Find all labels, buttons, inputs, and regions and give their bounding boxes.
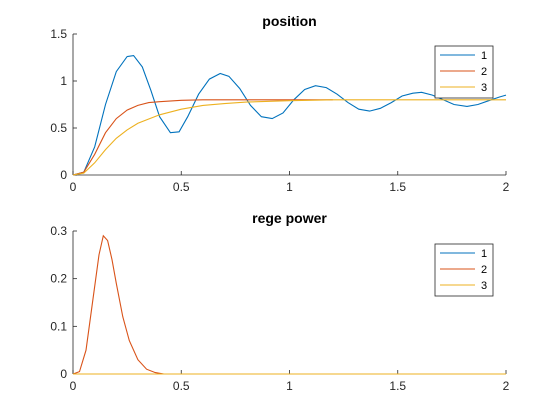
chart-title: rege power: [252, 210, 327, 226]
rege-power-plot: rege power 0 0.5 1 1.5 2 0 0.1 0.2 0.3 1 2 3: [50, 210, 509, 393]
x-tick-label: 1.5: [389, 379, 406, 393]
x-tick-label: 0.5: [173, 379, 190, 393]
x-tick-label: 0.5: [173, 180, 190, 194]
x-tick-label: 2: [503, 180, 510, 194]
y-tick-label: 0.3: [50, 224, 67, 238]
legend-label: 3: [481, 82, 487, 94]
x-tick-label: 1: [286, 379, 293, 393]
chart-title: position: [262, 13, 316, 29]
series-line-2: [72, 99, 333, 176]
y-tick-label: 0.2: [50, 272, 67, 286]
x-tick-label: 1.5: [389, 180, 406, 194]
x-tick-label: 1: [286, 180, 293, 194]
series-line-2: [72, 234, 506, 375]
y-tick-label: 0.1: [50, 319, 67, 333]
y-tick-label: 1.5: [50, 27, 67, 41]
legend-label: 1: [481, 50, 487, 62]
x-tick-label: 0: [70, 180, 77, 194]
legend-label: 1: [481, 248, 487, 260]
y-tick-label: 1: [60, 74, 67, 88]
x-tick-label: 2: [503, 379, 510, 393]
series-line-1: [72, 55, 507, 176]
y-tick-label: 0: [60, 168, 67, 182]
position-plot: position 0 0.5 1 1.5 2 0 0.5 1 1.5 1 2 3: [50, 13, 509, 194]
y-tick-label: 0.5: [50, 121, 67, 135]
legend-label: 3: [481, 280, 487, 292]
legend-label: 2: [481, 66, 487, 78]
series-line-3: [72, 99, 506, 176]
y-tick-label: 0: [60, 367, 67, 381]
x-tick-label: 0: [70, 379, 77, 393]
legend-label: 2: [481, 264, 487, 276]
